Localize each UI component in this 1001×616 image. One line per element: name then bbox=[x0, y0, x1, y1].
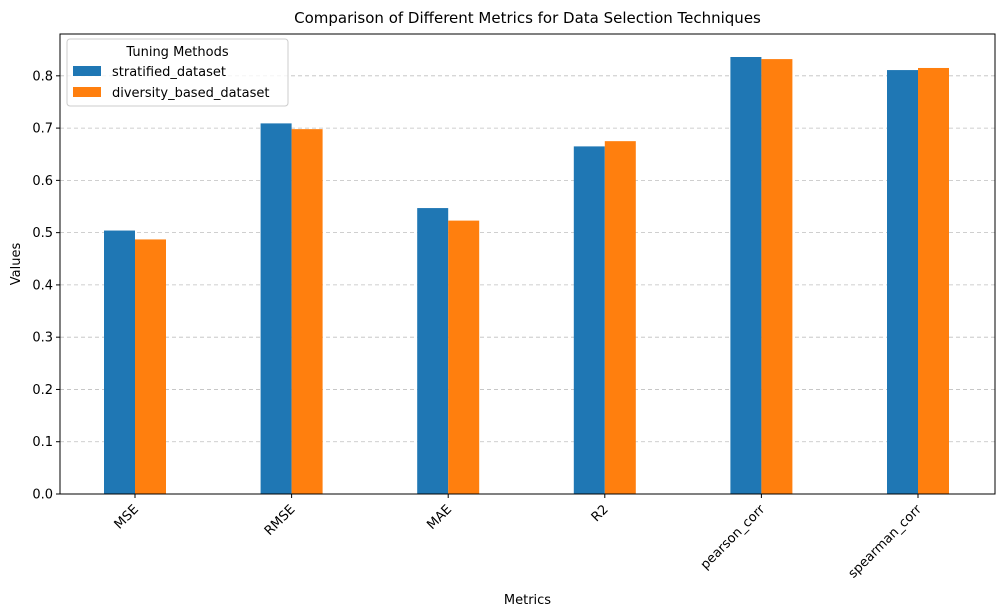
legend-label-diversity_based_dataset: diversity_based_dataset bbox=[112, 86, 269, 101]
x-axis-ticks: MSE RMSE MAE R2 pearson_corr spearman_corr bbox=[112, 494, 926, 582]
bar-stratified_dataset-RMSE bbox=[260, 123, 292, 495]
y-tick-label: 0.1 bbox=[32, 435, 53, 450]
y-axis-label: Values bbox=[9, 243, 24, 286]
bar-diversity_based_dataset-pearson_corr bbox=[761, 59, 793, 494]
y-axis-ticks: 0.0 0.1 0.2 0.3 0.4 0.5 0.6 0.7 0.8 bbox=[32, 69, 60, 503]
legend: Tuning Methods stratified_datasetdiversi… bbox=[66, 38, 289, 107]
bar-diversity_based_dataset-R2 bbox=[604, 141, 636, 494]
bars bbox=[104, 57, 949, 495]
x-axis-label: Metrics bbox=[504, 593, 551, 608]
y-tick-label: 0.7 bbox=[32, 122, 53, 137]
legend-items: stratified_dataset diversity_based_datase… bbox=[73, 65, 269, 101]
y-tick-label: 0.8 bbox=[32, 69, 53, 84]
x-tick-label: pearson_corr bbox=[698, 502, 769, 573]
x-tick-label: MSE bbox=[112, 502, 142, 532]
bar-stratified_dataset-MAE bbox=[417, 208, 449, 494]
x-tick-label: spearman_corr bbox=[846, 502, 926, 582]
bar-stratified_dataset-R2 bbox=[573, 146, 605, 495]
legend-swatch-stratified_dataset bbox=[73, 66, 101, 76]
bar-diversity_based_dataset-RMSE bbox=[291, 129, 323, 495]
y-tick-label: 0.4 bbox=[32, 278, 53, 293]
y-tick-label: 0.0 bbox=[32, 488, 53, 503]
chart-title: Comparison of Different Metrics for Data… bbox=[294, 9, 761, 27]
legend-box bbox=[66, 38, 289, 107]
x-tick-label: RMSE bbox=[262, 502, 299, 539]
bar-stratified_dataset-MSE bbox=[104, 230, 135, 494]
y-tick-label: 0.5 bbox=[32, 226, 53, 241]
x-tick-label: MAE bbox=[424, 502, 455, 533]
legend-swatch-diversity_based_dataset bbox=[73, 87, 101, 97]
bar-diversity_based_dataset-MSE bbox=[135, 239, 166, 494]
y-tick-label: 0.2 bbox=[32, 383, 53, 398]
y-tick-label: 0.6 bbox=[32, 174, 53, 189]
grid-lines bbox=[60, 75, 995, 443]
bar-stratified_dataset-pearson_corr bbox=[730, 57, 762, 494]
plot-frame bbox=[59, 33, 996, 495]
legend-label-stratified_dataset: stratified_dataset bbox=[112, 65, 226, 80]
y-tick-label: 0.3 bbox=[32, 331, 53, 346]
bar-diversity_based_dataset-spearman_corr bbox=[918, 67, 949, 495]
x-tick-label: R2 bbox=[589, 502, 612, 525]
bar-diversity_based_dataset-MAE bbox=[448, 220, 480, 494]
legend-title: Tuning Methods bbox=[125, 45, 228, 60]
bar-stratified_dataset-spearman_corr bbox=[887, 70, 918, 495]
